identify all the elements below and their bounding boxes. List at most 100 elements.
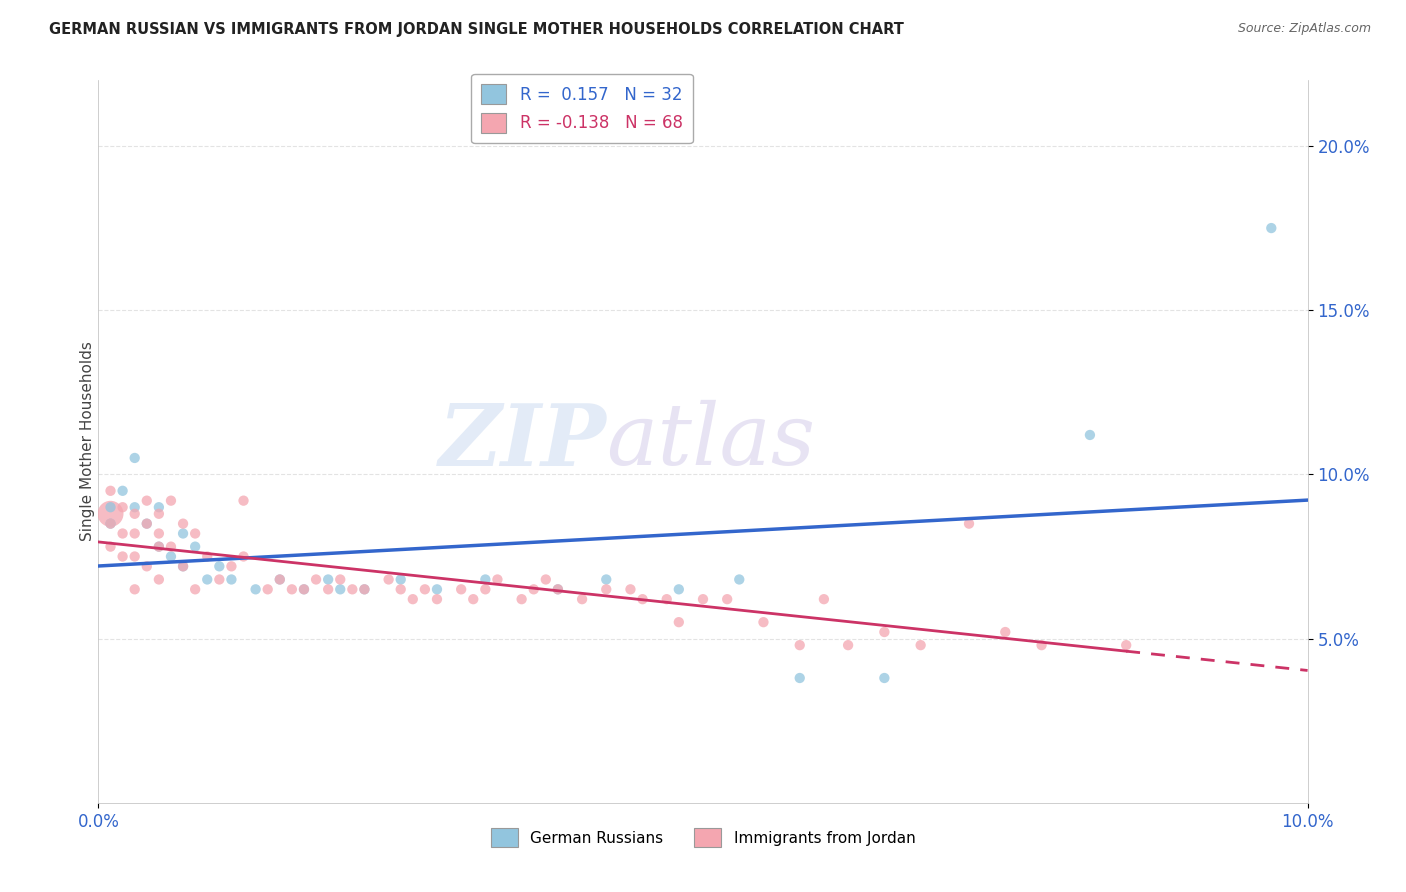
Text: Source: ZipAtlas.com: Source: ZipAtlas.com [1237, 22, 1371, 36]
Point [172, 559, 194, 574]
Point [668, 615, 690, 630]
Point [135, 516, 157, 531]
Point [172, 516, 194, 531]
Point [547, 582, 569, 597]
Point [184, 526, 207, 541]
Text: ZIP: ZIP [439, 400, 606, 483]
Point [135, 493, 157, 508]
Point [124, 507, 146, 521]
Point [957, 516, 980, 531]
Point [873, 625, 896, 640]
Point [269, 573, 291, 587]
Point [692, 592, 714, 607]
Point [195, 573, 218, 587]
Point [100, 516, 122, 531]
Point [389, 573, 412, 587]
Point [172, 526, 194, 541]
Point [148, 526, 170, 541]
Point [873, 671, 896, 685]
Point [111, 526, 134, 541]
Point [256, 582, 278, 597]
Point [160, 540, 183, 554]
Point [353, 582, 375, 597]
Point [547, 582, 569, 597]
Point [789, 671, 811, 685]
Point [595, 573, 617, 587]
Point [752, 615, 775, 630]
Point [716, 592, 738, 607]
Point [208, 573, 231, 587]
Point [1078, 428, 1101, 442]
Point [342, 582, 364, 597]
Point [305, 573, 328, 587]
Point [994, 625, 1017, 640]
Point [124, 549, 146, 564]
Point [426, 592, 449, 607]
Point [124, 500, 146, 515]
Point [124, 582, 146, 597]
Point [100, 540, 122, 554]
Point [221, 559, 243, 574]
Point [208, 559, 231, 574]
Text: GERMAN RUSSIAN VS IMMIGRANTS FROM JORDAN SINGLE MOTHER HOUSEHOLDS CORRELATION CH: GERMAN RUSSIAN VS IMMIGRANTS FROM JORDAN… [49, 22, 904, 37]
Point [1115, 638, 1137, 652]
Point [668, 582, 690, 597]
Point [789, 638, 811, 652]
Point [655, 592, 678, 607]
Point [837, 638, 859, 652]
Point [292, 582, 315, 597]
Y-axis label: Single Mother Households: Single Mother Households [80, 342, 94, 541]
Point [245, 582, 267, 597]
Point [124, 526, 146, 541]
Point [232, 549, 254, 564]
Point [486, 573, 509, 587]
Point [160, 493, 183, 508]
Point [269, 573, 291, 587]
Point [221, 573, 243, 587]
Point [534, 573, 557, 587]
Point [1031, 638, 1053, 652]
Legend: German Russians, Immigrants from Jordan: German Russians, Immigrants from Jordan [485, 822, 921, 853]
Point [463, 592, 485, 607]
Point [402, 592, 425, 607]
Point [111, 500, 134, 515]
Point [595, 582, 617, 597]
Point [148, 540, 170, 554]
Point [619, 582, 641, 597]
Point [510, 592, 533, 607]
Point [195, 549, 218, 564]
Point [813, 592, 835, 607]
Point [124, 450, 146, 465]
Point [232, 493, 254, 508]
Point [160, 549, 183, 564]
Text: atlas: atlas [606, 401, 815, 483]
Point [100, 483, 122, 498]
Point [450, 582, 472, 597]
Point [184, 582, 207, 597]
Point [474, 582, 496, 597]
Point [172, 559, 194, 574]
Point [100, 507, 122, 521]
Point [389, 582, 412, 597]
Point [426, 582, 449, 597]
Point [413, 582, 436, 597]
Point [148, 507, 170, 521]
Point [329, 573, 352, 587]
Point [148, 500, 170, 515]
Point [148, 540, 170, 554]
Point [523, 582, 546, 597]
Point [111, 483, 134, 498]
Point [329, 582, 352, 597]
Point [910, 638, 932, 652]
Point [100, 500, 122, 515]
Point [377, 573, 399, 587]
Point [728, 573, 751, 587]
Point [571, 592, 593, 607]
Point [353, 582, 375, 597]
Point [631, 592, 654, 607]
Point [135, 516, 157, 531]
Point [316, 582, 339, 597]
Point [111, 549, 134, 564]
Point [100, 516, 122, 531]
Point [292, 582, 315, 597]
